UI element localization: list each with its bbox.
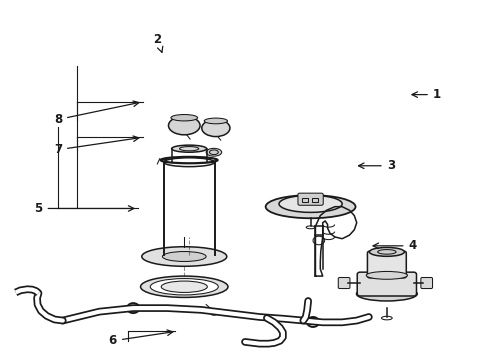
Ellipse shape [162,252,206,261]
Ellipse shape [266,195,356,218]
Ellipse shape [172,145,207,152]
Ellipse shape [171,114,197,121]
FancyBboxPatch shape [357,272,416,296]
FancyBboxPatch shape [338,278,350,288]
Text: 5: 5 [34,202,134,215]
Ellipse shape [357,287,417,301]
Ellipse shape [206,148,221,156]
Text: 1: 1 [412,88,441,101]
Ellipse shape [161,281,207,292]
Ellipse shape [279,195,342,212]
Text: 3: 3 [359,159,395,172]
FancyBboxPatch shape [368,251,406,278]
Ellipse shape [366,271,408,279]
Ellipse shape [141,276,228,297]
Ellipse shape [150,279,218,295]
Ellipse shape [202,120,230,136]
Text: 4: 4 [373,239,416,252]
Ellipse shape [369,247,404,256]
Text: 7: 7 [54,136,139,156]
Ellipse shape [142,247,227,266]
Text: 8: 8 [54,101,139,126]
Text: 6: 6 [109,330,173,347]
FancyBboxPatch shape [421,278,433,288]
FancyBboxPatch shape [298,193,323,205]
Text: 2: 2 [153,33,163,52]
Ellipse shape [204,118,227,124]
Ellipse shape [169,116,200,135]
Ellipse shape [164,250,215,259]
